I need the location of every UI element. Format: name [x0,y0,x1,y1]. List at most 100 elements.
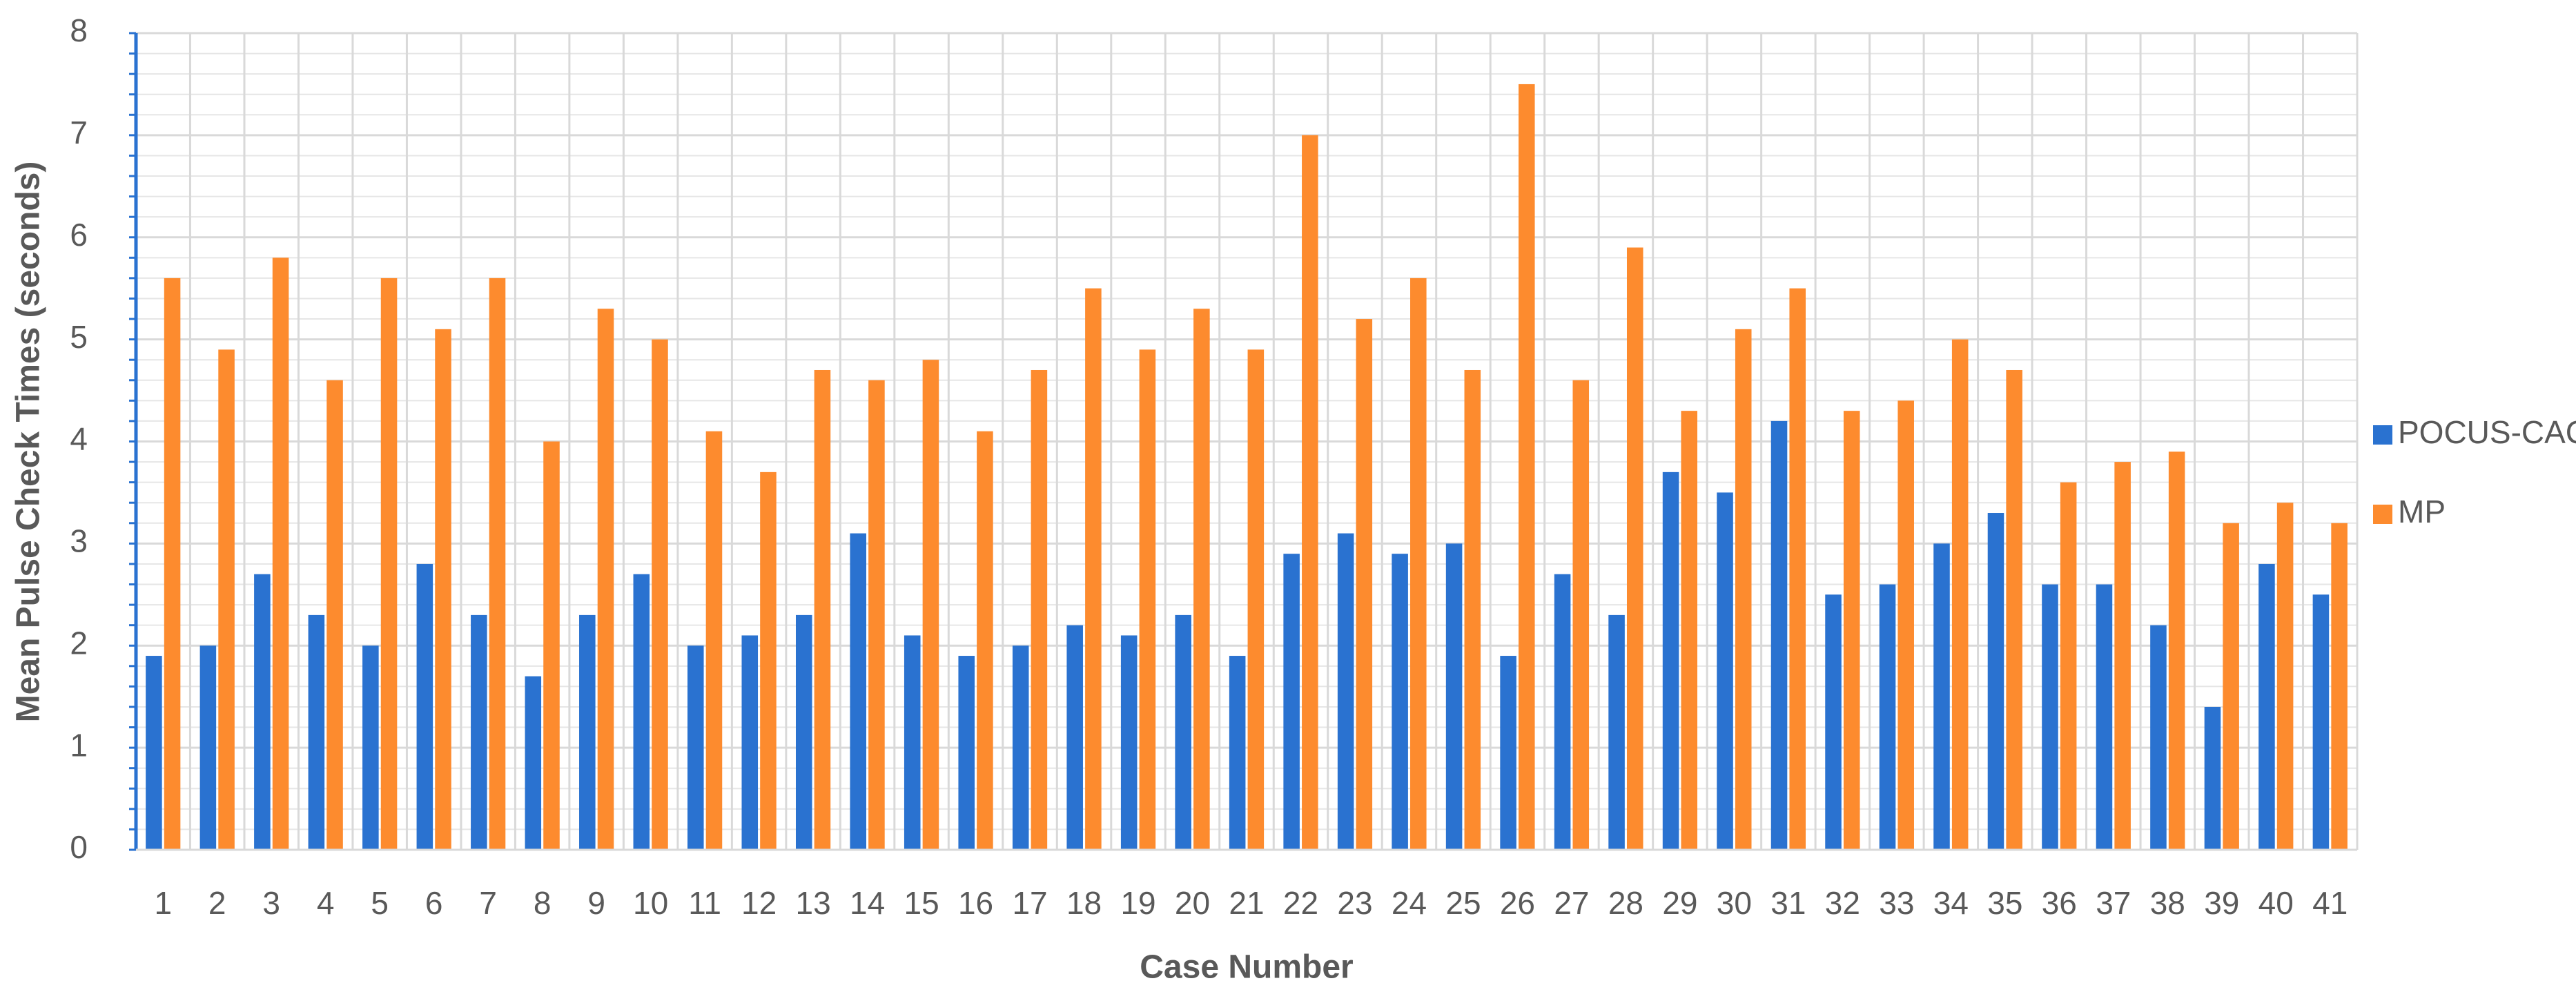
bar [652,339,668,850]
x-axis-title: Case Number [1140,949,1353,986]
x-tick-label: 38 [2150,885,2185,921]
x-tick-label: 18 [1066,885,1102,921]
bar [1879,584,1896,850]
bar [1175,614,1191,850]
bar [326,380,343,850]
bar [795,614,812,850]
bar [977,431,993,850]
bar [2223,523,2239,850]
bar [2096,584,2113,850]
bar [1608,614,1625,850]
x-tick-label: 6 [425,885,443,921]
bar [1392,554,1408,850]
bar [868,380,885,850]
bar [2060,482,2077,850]
bar [741,635,759,850]
x-tick-label: 34 [1933,885,1969,921]
bar [1066,625,1083,850]
bar [850,533,867,850]
legend-swatch [2373,505,2392,524]
bar [362,645,379,850]
bar [958,656,975,850]
y-tick-label: 0 [70,829,88,865]
y-tick-label: 3 [70,523,88,559]
bar [471,614,487,850]
bar [1302,135,1318,850]
x-tick-label: 3 [262,885,280,921]
bar [1843,411,1860,850]
bar [1897,400,1914,850]
y-axis-title: Mean Pulse Check Times (seconds) [10,162,47,723]
bar [2168,451,2185,850]
bar [254,574,271,850]
bar [1193,309,1210,850]
x-tick-label: 4 [317,885,335,921]
y-tick-label: 4 [70,421,88,457]
bar [597,309,614,850]
legend-label: POCUS-CAC [2398,414,2576,450]
x-tick-label: 28 [1608,885,1643,921]
bar [543,441,560,850]
x-tick-label: 27 [1554,885,1589,921]
bar [308,614,325,850]
x-tick-label: 15 [904,885,939,921]
y-tick-label: 5 [70,319,88,355]
bar [218,349,235,850]
x-tick-label: 41 [2312,885,2348,921]
bar [922,360,939,850]
bar [1012,645,1029,850]
bar [2204,706,2221,850]
bar [1031,369,1048,850]
x-tick-label: 32 [1825,885,1860,921]
bar [1356,319,1373,850]
x-tick-label: 19 [1120,885,1155,921]
x-tick-label: 37 [2096,885,2131,921]
x-tick-label: 36 [2042,885,2077,921]
x-tick-label: 31 [1770,885,1806,921]
legend-swatch [2373,425,2392,445]
bar [1410,278,1427,850]
bar [687,645,704,850]
x-tick-label: 12 [741,885,777,921]
x-tick-label: 9 [587,885,605,921]
bar [2331,523,2348,850]
x-tick-label: 5 [371,885,389,921]
bar [272,257,289,850]
bar [199,645,217,850]
x-tick-label: 2 [208,885,226,921]
x-tick-label: 14 [850,885,885,921]
bar [1987,513,2004,850]
bar [489,278,506,850]
bar [1283,554,1300,850]
bar [1717,492,1733,850]
bar [1951,339,1969,850]
x-tick-label: 25 [1445,885,1481,921]
bar [525,676,542,850]
bar [1085,288,1102,850]
bar [1770,420,1788,850]
bar [1554,574,1571,850]
bar [814,369,831,850]
bar [1662,471,1679,850]
bar [1789,288,1806,850]
x-tick-label: 26 [1500,885,1535,921]
bar [164,278,181,850]
bar [1626,247,1643,850]
x-tick-label: 33 [1879,885,1914,921]
y-tick-label: 6 [70,217,88,253]
bar [1572,380,1590,850]
bar [2258,563,2275,850]
bar [2276,503,2294,850]
x-tick-label: 16 [958,885,993,921]
bar [1464,369,1481,850]
x-tick-label: 22 [1283,885,1318,921]
bar [435,329,451,850]
x-tick-label: 10 [633,885,668,921]
bar [416,563,433,850]
x-tick-label: 29 [1662,885,1697,921]
bar [1445,543,1463,850]
bar [2312,594,2330,850]
bar [705,431,723,850]
x-tick-label: 30 [1717,885,1752,921]
bar [1247,349,1265,850]
